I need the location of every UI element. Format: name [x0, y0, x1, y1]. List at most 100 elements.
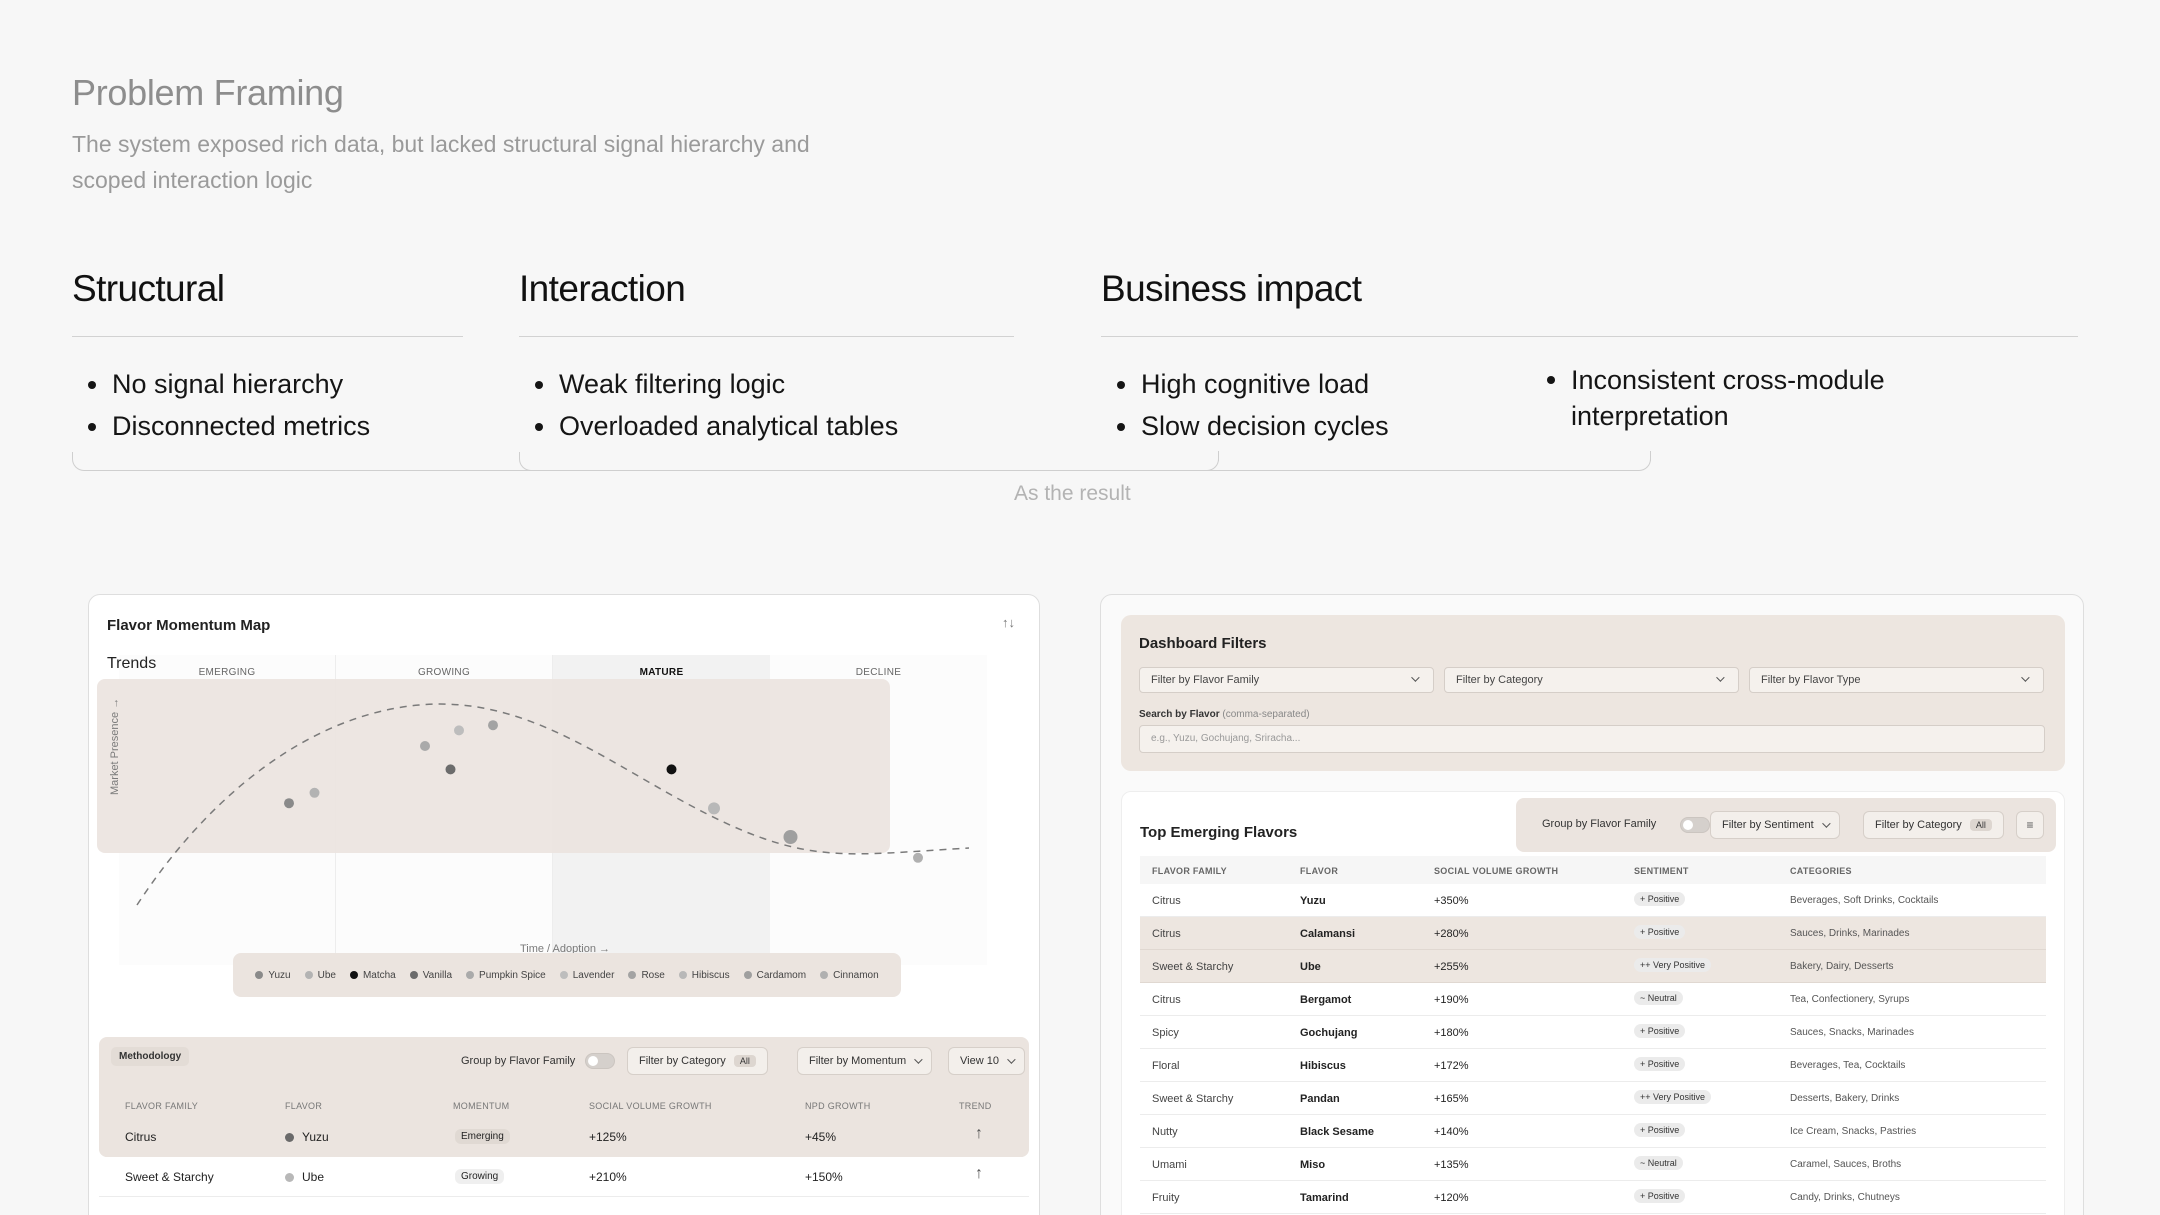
flavor-family-select[interactable]: Filter by Flavor Family	[1139, 667, 1434, 693]
chevron-down-icon	[1821, 819, 1831, 828]
table-row[interactable]: Spicy Gochujang +180% + Positive Sauces, Sna…	[1140, 1016, 2046, 1049]
structural-column: Structural No signal hierarchy Disconnec…	[72, 268, 463, 447]
legend-dot	[255, 971, 264, 979]
sentiment-badge: ~ Neutral	[1634, 1156, 1683, 1170]
list-item: Overloaded analytical tables	[519, 405, 1014, 447]
legend-item[interactable]: Hibiscus	[678, 970, 730, 981]
column-header: SOCIAL VOLUME GROWTH	[1434, 866, 1559, 876]
methodology-button[interactable]: Methodology	[111, 1047, 190, 1066]
table-row[interactable]: Sweet & Starchy Ube +255% ++ Very Positive B…	[1140, 950, 2046, 983]
group-by-toggle[interactable]: Group by Flavor Family	[461, 1053, 616, 1069]
column-header: NPD GROWTH	[805, 1101, 871, 1111]
table-row[interactable]: Floral Hibiscus +172% + Positive Beverages, …	[1140, 1049, 2046, 1082]
cell-flavor: Miso	[1300, 1159, 1326, 1171]
cell-family: Citrus	[1152, 994, 1181, 1006]
table-row[interactable]: Sweet & Starchy Ube Growing +210% +150% …	[99, 1157, 1029, 1197]
npd-growth: +45%	[805, 1130, 837, 1144]
data-point-pumpkin-spice[interactable]	[420, 741, 430, 751]
column-header: FLAVOR FAMILY	[1152, 866, 1227, 876]
table-row[interactable]: Umami Miso +135% ~ Neutral Caramel, Sauces, …	[1140, 1148, 2046, 1181]
filter-category-label: Filter by Category	[639, 1055, 726, 1067]
highlight-band	[97, 679, 890, 853]
result-bracket	[519, 452, 1651, 471]
data-point-vanilla[interactable]	[445, 764, 456, 775]
cell-family: Citrus	[1152, 895, 1181, 907]
data-point-lavender[interactable]	[454, 725, 464, 736]
data-point-cardamom[interactable]	[783, 830, 798, 844]
legend-item[interactable]: Matcha	[349, 969, 396, 981]
table-row[interactable]: Citrus Calamansi +280% + Positive Sauces, Dr…	[1140, 917, 2046, 950]
legend-label: Matcha	[362, 969, 396, 981]
toggle-switch[interactable]	[1680, 817, 1710, 833]
legend-dot	[820, 971, 829, 979]
data-point-rose[interactable]	[488, 720, 498, 731]
legend-label: Vanilla	[422, 969, 453, 981]
adoption-curve	[136, 703, 970, 906]
view-count-dropdown[interactable]: View 10	[948, 1047, 1025, 1075]
cell-family: Nutty	[1152, 1126, 1178, 1138]
legend-item[interactable]: Yuzu	[255, 970, 291, 981]
filter-category-button[interactable]: Filter by Category All	[1863, 811, 2004, 839]
legend-item[interactable]: Pumpkin Spice	[466, 970, 546, 981]
legend-item[interactable]: Rose	[628, 969, 665, 981]
legend-item[interactable]: Cardamom	[743, 970, 806, 981]
trend-up-icon: ↑	[975, 1125, 983, 1142]
divider	[519, 336, 1014, 337]
business-list: High cognitive load Slow decision cycles	[1101, 363, 2078, 447]
cell-family: Spicy	[1152, 1027, 1179, 1039]
data-point-yuzu[interactable]	[284, 798, 294, 809]
filter-category-label: Filter by Category	[1875, 819, 1962, 831]
page-title: Problem Framing	[72, 72, 344, 113]
legend-item[interactable]: Lavender	[559, 970, 614, 981]
cell-growth: +140%	[1434, 1126, 1469, 1138]
search-label: Search by Flavor (comma-separated)	[1139, 709, 1310, 720]
column-header: CATEGORIES	[1790, 866, 1852, 876]
table-row[interactable]: Sweet & Starchy Pandan +165% ++ Very Positi…	[1140, 1082, 2046, 1115]
sort-icon[interactable]: ≡	[2016, 811, 2044, 839]
cell-categories: Beverages, Soft Drinks, Cocktails	[1790, 895, 1939, 906]
legend-item[interactable]: Cinnamon	[820, 970, 879, 981]
toggle-switch[interactable]	[585, 1053, 616, 1069]
table-row[interactable]: Fruity Tamarind +120% + Positive Candy, Drin…	[1140, 1181, 2046, 1214]
cell-growth: +172%	[1434, 1060, 1469, 1072]
data-point-hibiscus[interactable]	[708, 802, 720, 815]
interaction-list: Weak filtering logic Overloaded analytic…	[519, 363, 1014, 447]
table-row[interactable]: Nutty Black Sesame +140% + Positive Ice Crea…	[1140, 1115, 2046, 1148]
cell-categories: Bakery, Dairy, Desserts	[1790, 961, 1894, 972]
table-row[interactable]: Citrus Bergamot +190% ~ Neutral Tea, Confect…	[1140, 983, 2046, 1016]
divider	[1101, 336, 2078, 337]
select-label: Filter by Flavor Family	[1151, 674, 1260, 686]
filter-category-button[interactable]: Filter by Category All	[627, 1047, 768, 1075]
legend-item[interactable]: Ube	[304, 970, 336, 981]
legend-dot	[559, 971, 568, 979]
result-label: As the result	[1014, 482, 1131, 505]
momentum-badge: Emerging	[455, 1129, 510, 1144]
dashboard-filters-title: Dashboard Filters	[1139, 635, 1267, 652]
sentiment-badge: ++ Very Positive	[1634, 958, 1712, 972]
sort-icon[interactable]: ↑↓	[1002, 615, 1015, 630]
sentiment-badge: ++ Very Positive	[1634, 1090, 1712, 1104]
data-point-ube[interactable]	[309, 787, 320, 798]
data-point-matcha[interactable]	[666, 764, 677, 775]
trend-up-icon: ↑	[975, 1165, 983, 1182]
sentiment-badge: ~ Neutral	[1634, 991, 1683, 1005]
flavor-dot	[285, 1173, 294, 1183]
group-label: Group by Flavor Family	[1542, 818, 1657, 830]
legend-label: Rose	[641, 969, 665, 981]
flavor-search-input[interactable]: e.g., Yuzu, Gochujang, Sriracha...	[1139, 725, 2045, 753]
category-select[interactable]: Filter by Category	[1444, 667, 1739, 693]
legend-dot	[466, 971, 475, 979]
filter-sentiment-dropdown[interactable]: Filter by Sentiment	[1710, 811, 1840, 839]
page-subtitle: The system exposed rich data, but lacked…	[72, 131, 810, 193]
cell-growth: +135%	[1434, 1159, 1469, 1171]
divider	[72, 336, 463, 337]
table-row[interactable]: Citrus Yuzu Emerging +125% +45% ↑	[99, 1117, 1029, 1157]
data-point-cinnamon[interactable]	[913, 852, 923, 863]
cell-family: Sweet & Starchy	[1152, 1093, 1234, 1105]
flavor-type-select[interactable]: Filter by Flavor Type	[1749, 667, 2044, 693]
filter-momentum-dropdown[interactable]: Filter by Momentum	[797, 1047, 933, 1075]
table-row[interactable]: Citrus Yuzu +350% + Positive Beverages, Soft…	[1140, 884, 2046, 917]
all-badge: All	[1969, 819, 1992, 831]
sentiment-badge: + Positive	[1634, 1057, 1686, 1071]
legend-item[interactable]: Vanilla	[409, 969, 453, 981]
